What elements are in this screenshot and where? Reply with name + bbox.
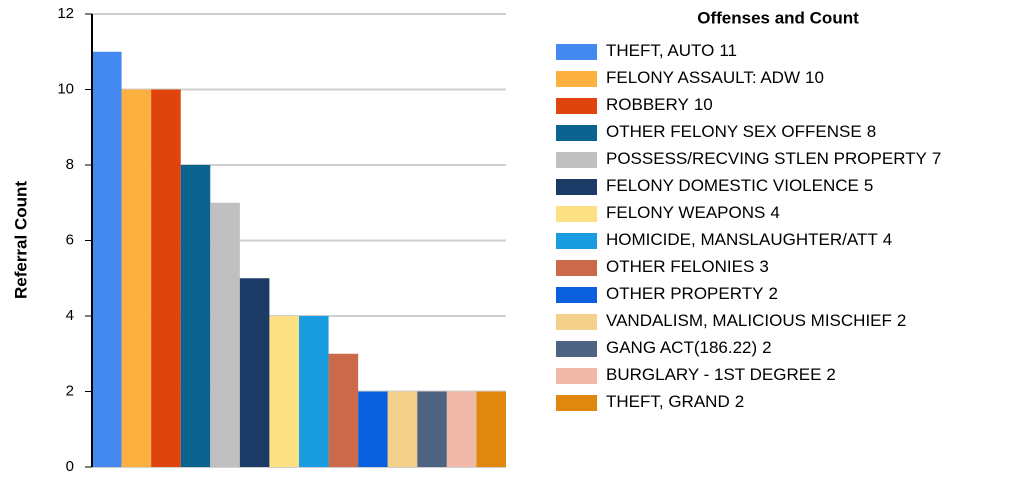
legend-label: OTHER FELONIES 3 xyxy=(606,257,769,276)
legend-count: 4 xyxy=(770,203,779,222)
y-tick-label: 8 xyxy=(66,156,74,173)
y-axis-label: Referral Count xyxy=(11,181,30,299)
legend-name: THEFT, GRAND xyxy=(606,392,730,411)
legend-swatch xyxy=(556,395,597,411)
bar xyxy=(151,89,181,467)
legend-name: FELONY DOMESTIC VIOLENCE xyxy=(606,176,859,195)
legend-name: VANDALISM, MALICIOUS MISCHIEF xyxy=(606,311,892,330)
legend-swatch xyxy=(556,233,597,249)
legend-label: FELONY WEAPONS 4 xyxy=(606,203,780,222)
legend-name: OTHER FELONIES xyxy=(606,257,754,276)
bar xyxy=(446,391,477,467)
bar xyxy=(387,391,418,467)
legend-name: BURGLARY - 1ST DEGREE xyxy=(606,365,821,384)
bar xyxy=(269,316,299,467)
legend-label: GANG ACT(186.22) 2 xyxy=(606,338,772,357)
legend-swatch xyxy=(556,314,597,330)
legend-name: FELONY WEAPONS xyxy=(606,203,765,222)
legend-swatch xyxy=(556,98,597,114)
legend-name: OTHER PROPERTY xyxy=(606,284,763,303)
legend-count: 5 xyxy=(864,176,873,195)
legend-swatch xyxy=(556,260,597,276)
y-tick-label: 0 xyxy=(66,458,74,474)
bar xyxy=(92,51,122,467)
legend-name: ROBBERY xyxy=(606,95,689,114)
legend-swatch xyxy=(556,341,597,357)
y-tick-label: 12 xyxy=(57,5,74,22)
legend-label: THEFT, GRAND 2 xyxy=(606,392,744,411)
legend-count: 10 xyxy=(694,95,713,114)
legend-swatch xyxy=(556,287,597,303)
y-tick-label: 6 xyxy=(66,231,74,248)
legend-swatch xyxy=(556,179,597,195)
legend-count: 8 xyxy=(867,122,876,141)
legend-name: HOMICIDE, MANSLAUGHTER/ATT xyxy=(606,230,878,249)
legend-count: 2 xyxy=(897,311,906,330)
legend-count: 2 xyxy=(768,284,777,303)
legend-name: OTHER FELONY SEX OFFENSE xyxy=(606,122,862,141)
legend-label: FELONY ASSAULT: ADW 10 xyxy=(606,68,824,87)
legend-count: 2 xyxy=(735,392,744,411)
legend-label: HOMICIDE, MANSLAUGHTER/ATT 4 xyxy=(606,230,892,249)
legend-label: ROBBERY 10 xyxy=(606,95,713,114)
legend-name: THEFT, AUTO xyxy=(606,41,714,60)
legend-swatch xyxy=(556,71,597,87)
legend-label: OTHER FELONY SEX OFFENSE 8 xyxy=(606,122,876,141)
bar xyxy=(417,391,447,467)
legend-swatch xyxy=(556,125,597,141)
y-tick-label: 2 xyxy=(66,382,74,399)
legend-swatch xyxy=(556,44,597,60)
bar xyxy=(358,391,388,467)
legend-name: POSSESS/RECVING STLEN PROPERTY xyxy=(606,149,927,168)
legend-count: 11 xyxy=(719,41,737,60)
legend-swatch xyxy=(556,152,597,168)
y-tick-label: 4 xyxy=(66,307,74,324)
legend-label: POSSESS/RECVING STLEN PROPERTY 7 xyxy=(606,149,941,168)
legend-label: THEFT, AUTO 11 xyxy=(606,41,737,60)
bar xyxy=(210,202,240,467)
legend-label: BURGLARY - 1ST DEGREE 2 xyxy=(606,365,836,384)
legend-count: 10 xyxy=(805,68,824,87)
bar xyxy=(328,353,359,467)
legend-swatch xyxy=(556,368,597,384)
bar xyxy=(180,165,211,467)
legend-count: 4 xyxy=(883,230,892,249)
legend-count: 2 xyxy=(762,338,771,357)
bar xyxy=(121,89,152,467)
legend-swatch xyxy=(556,206,597,222)
legend-label: VANDALISM, MALICIOUS MISCHIEF 2 xyxy=(606,311,906,330)
legend-name: FELONY ASSAULT: ADW xyxy=(606,68,800,87)
legend-count: 2 xyxy=(826,365,835,384)
bar xyxy=(476,391,506,467)
legend-count: 7 xyxy=(932,149,941,168)
legend-title: Offenses and Count xyxy=(697,8,859,27)
y-tick-label: 10 xyxy=(57,80,74,97)
legend-label: OTHER PROPERTY 2 xyxy=(606,284,778,303)
bar xyxy=(239,278,270,467)
legend-label: FELONY DOMESTIC VIOLENCE 5 xyxy=(606,176,873,195)
legend-count: 3 xyxy=(759,257,768,276)
bar xyxy=(299,316,329,467)
legend-name: GANG ACT(186.22) xyxy=(606,338,757,357)
